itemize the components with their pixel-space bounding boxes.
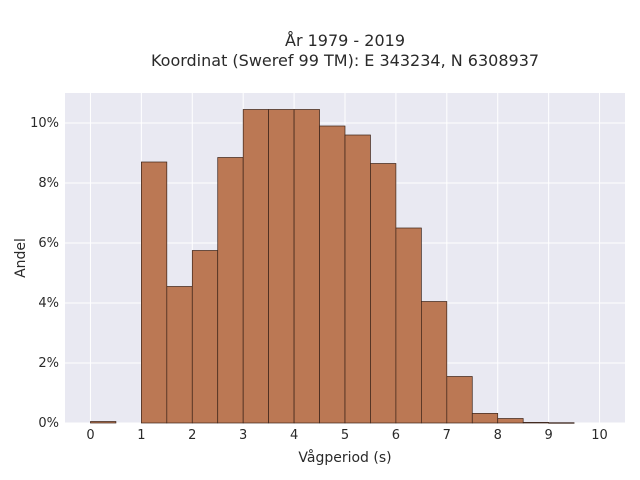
x-tick-label: 1 <box>137 428 145 443</box>
x-tick-label: 10 <box>591 428 608 443</box>
y-tick-label: 10% <box>30 116 59 131</box>
histogram-bar-6 <box>242 109 269 424</box>
histogram-bar-3 <box>166 286 193 424</box>
x-tick-label: 2 <box>188 428 196 443</box>
y-axis-label: Andel <box>13 238 29 278</box>
histogram-bar-13 <box>421 301 448 424</box>
x-tick-label: 5 <box>341 428 349 443</box>
histogram-bar-5 <box>217 157 244 424</box>
chart-title: År 1979 - 2019 <box>285 31 405 50</box>
histogram-bar-18 <box>548 422 575 424</box>
histogram-bar-7 <box>268 109 295 424</box>
x-tick-label: 0 <box>86 428 94 443</box>
y-tick-label: 0% <box>38 416 59 431</box>
bars <box>90 109 575 424</box>
y-axis-ticks: 0% 2% 4% 6% 8% 10% <box>30 116 59 431</box>
x-tick-label: 4 <box>290 428 298 443</box>
y-tick-label: 6% <box>38 236 59 251</box>
histogram-bar-10 <box>344 134 371 424</box>
y-tick-label: 4% <box>38 296 59 311</box>
chart-subtitle: Koordinat (Sweref 99 TM): E 343234, N 63… <box>151 51 539 70</box>
histogram-bar-16 <box>497 418 524 424</box>
x-axis-label: Vågperiod (s) <box>298 449 391 466</box>
x-tick-label: 6 <box>392 428 400 443</box>
x-tick-label: 9 <box>544 428 552 443</box>
y-tick-label: 8% <box>38 176 59 191</box>
histogram-bar-9 <box>319 125 346 424</box>
histogram-bar-17 <box>522 422 549 424</box>
histogram-bar-0 <box>90 421 117 424</box>
x-tick-label: 7 <box>443 428 451 443</box>
histogram-bar-12 <box>395 227 422 424</box>
x-axis-ticks: 0 1 2 3 4 5 6 7 8 9 10 <box>86 428 608 443</box>
x-tick-label: 8 <box>494 428 502 443</box>
histogram-bar-4 <box>191 250 219 424</box>
y-tick-label: 2% <box>38 356 59 371</box>
histogram-bar-14 <box>446 376 473 424</box>
x-tick-label: 3 <box>239 428 247 443</box>
histogram-bar-15 <box>471 413 499 424</box>
histogram-bar-8 <box>293 109 320 424</box>
histogram-bar-2 <box>141 161 168 424</box>
histogram-bar-11 <box>370 163 397 424</box>
